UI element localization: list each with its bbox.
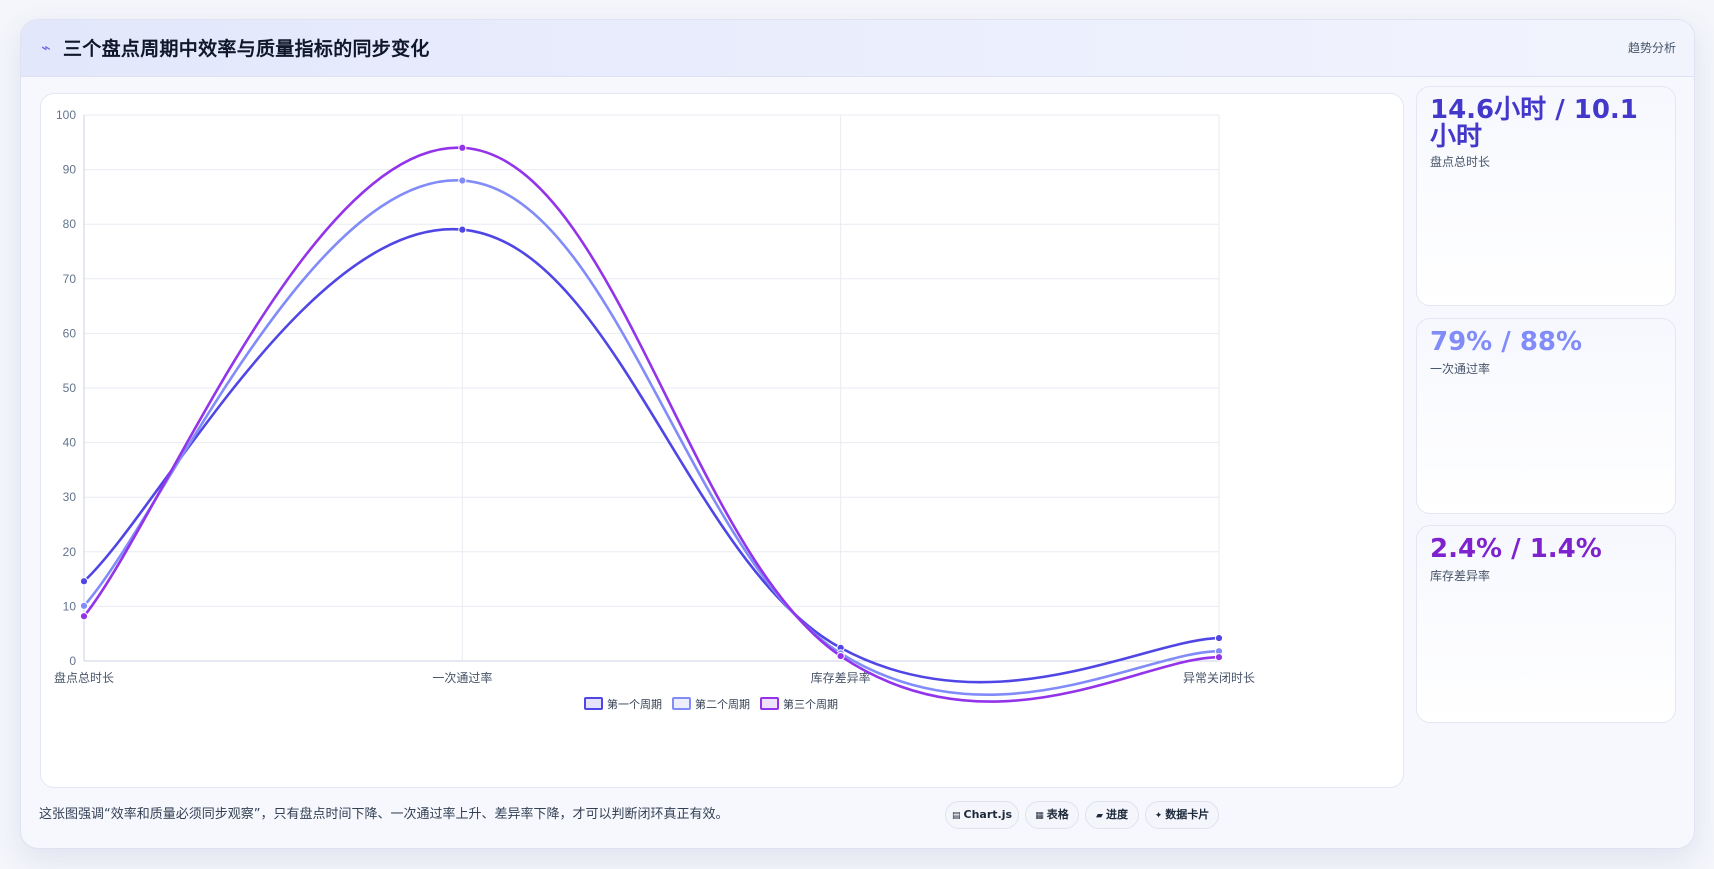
tag-table[interactable]: ▦ 表格 xyxy=(1025,801,1079,829)
kpi-card-pass-rate: 79% / 88% 一次通过率 xyxy=(1416,318,1676,514)
tag-data-cards[interactable]: ✦ 数据卡片 xyxy=(1145,801,1219,829)
data-point xyxy=(458,225,467,234)
trend-spark-icon: ⌁ xyxy=(41,38,51,57)
legend-swatch xyxy=(760,697,779,710)
y-tick-label: 100 xyxy=(56,108,76,122)
y-tick-label: 10 xyxy=(63,599,77,613)
page-title: 三个盘点周期中效率与质量指标的同步变化 xyxy=(63,38,430,60)
tag-progress[interactable]: ▰ 进度 xyxy=(1085,801,1139,829)
y-tick-label: 90 xyxy=(63,163,77,177)
line-chart: 0 10 20 30 40 50 60 70 80 90 100 盘点总时长 一次通过率 库存差异率 异常关… xyxy=(54,108,1255,711)
dashboard-panel: ⌁ 三个盘点周期中效率与质量指标的同步变化 趋势分析 0 10 20 30 40 50 60… xyxy=(20,19,1695,849)
kpi-value: 14.6小时 / 10.1小时 xyxy=(1430,95,1638,152)
series-line xyxy=(83,179,1220,697)
data-point xyxy=(79,577,89,586)
panel-header: ⌁ 三个盘点周期中效率与质量指标的同步变化 趋势分析 xyxy=(21,20,1694,77)
y-tick-label: 80 xyxy=(63,217,77,231)
sparkle-icon: ✦ xyxy=(1154,811,1163,821)
series-line xyxy=(83,228,1220,684)
x-tick-label: 异常关闭时长 xyxy=(1183,671,1255,685)
y-tick-label: 0 xyxy=(69,654,76,668)
table-icon: ▦ xyxy=(1035,811,1044,821)
kpi-label: 库存差异率 xyxy=(1430,569,1491,583)
legend-swatch xyxy=(672,697,691,710)
y-tick-label: 30 xyxy=(63,490,77,504)
trend-analysis-badge: 趋势分析 xyxy=(1627,41,1676,55)
series-line xyxy=(82,146,1220,703)
legend-label: 第一个周期 xyxy=(607,697,662,711)
data-point xyxy=(458,176,467,185)
tag-chartjs[interactable]: ▤ Chart.js xyxy=(945,801,1019,829)
kpi-card-duration: 14.6小时 / 10.1小时 盘点总时长 xyxy=(1416,86,1676,306)
x-tick-label: 一次通过率 xyxy=(432,670,492,685)
x-tick-label: 库存差异率 xyxy=(811,670,871,685)
y-tick-label: 60 xyxy=(63,326,77,340)
kpi-value: 79% / 88% xyxy=(1430,327,1583,357)
data-point xyxy=(79,612,89,621)
footer-note: 这张图强调“效率和质量必须同步观察”，只有盘点时间下降、一次通过率上升、差异率下… xyxy=(39,807,729,822)
y-tick-label: 20 xyxy=(63,545,77,559)
progress-icon: ▰ xyxy=(1096,811,1103,821)
kpi-label: 盘点总时长 xyxy=(1430,155,1491,169)
chart-card: 0 10 20 30 40 50 60 70 80 90 100 盘点总时长 一次通过率 库存差异率 异常关… xyxy=(40,93,1404,788)
legend-swatch xyxy=(584,697,603,710)
data-point xyxy=(458,143,467,152)
y-tick-label: 40 xyxy=(63,436,77,450)
y-tick-label: 70 xyxy=(63,272,77,286)
data-point xyxy=(79,601,89,610)
kpi-label: 一次通过率 xyxy=(1430,362,1491,376)
chart-icon: ▤ xyxy=(951,811,961,821)
data-point xyxy=(836,651,845,661)
kpi-value: 2.4% / 1.4% xyxy=(1430,534,1602,564)
data-point xyxy=(1214,653,1224,662)
legend-label: 第三个周期 xyxy=(783,697,838,711)
x-tick-label: 盘点总时长 xyxy=(54,670,114,685)
legend-label: 第二个周期 xyxy=(695,697,750,711)
y-tick-label: 50 xyxy=(63,381,77,395)
kpi-card-variance-rate: 2.4% / 1.4% 库存差异率 xyxy=(1416,525,1676,723)
data-point xyxy=(1214,633,1224,643)
